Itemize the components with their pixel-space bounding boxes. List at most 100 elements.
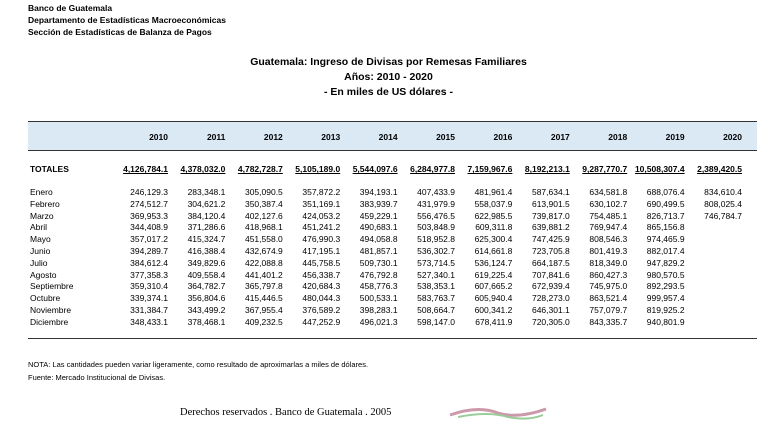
total-value: 9,287,770.7 (582, 164, 628, 174)
cell-value: 350,387.4 (244, 198, 283, 209)
cell-value: 746,784.7 (704, 210, 742, 221)
month-label: Noviembre (30, 305, 72, 315)
cell-value: 409,232.5 (244, 316, 283, 327)
cell-value: 801,419.3 (589, 246, 628, 256)
cell-value: 672,939.4 (531, 281, 570, 292)
cell-value: 407,433.9 (417, 187, 455, 197)
cell-value: 536,124.7 (474, 257, 513, 268)
cell-value: 728,273.0 (531, 293, 570, 304)
cell-value: 456,338.7 (302, 269, 341, 280)
cell-value: 999,957.4 (646, 293, 685, 304)
cell-value: 441,401.2 (244, 269, 283, 280)
cell-value: 367,955.4 (244, 305, 283, 315)
cell-value: 707,841.6 (531, 269, 570, 280)
cell-value: 980,570.5 (646, 269, 685, 280)
total-value: 5,544,097.6 (352, 164, 398, 174)
cell-value: 843,335.7 (589, 316, 628, 327)
cell-value: 614,661.8 (474, 246, 513, 256)
cell-value: 344,408.9 (130, 222, 168, 233)
cell-value: 422,088.8 (244, 257, 283, 268)
month-label: Febrero (30, 198, 60, 209)
cell-value: 357,017.2 (130, 234, 168, 245)
note: NOTA: Las cantidades pueden variar liger… (28, 360, 369, 369)
cell-value: 480,044.3 (302, 293, 341, 304)
cell-value: 476,792.8 (359, 269, 398, 280)
cell-value: 940,801.9 (646, 316, 685, 327)
cell-value: 664,187.5 (531, 257, 570, 268)
cell-value: 619,225.4 (474, 269, 513, 280)
cell-value: 394,193.1 (359, 187, 398, 197)
cell-value: 556,476.5 (417, 210, 455, 221)
cell-value: 834,610.4 (704, 187, 742, 197)
cell-value: 508,664.7 (417, 305, 455, 315)
column-header: 2012 (263, 132, 283, 142)
cell-value: 424,053.2 (302, 210, 341, 221)
cell-value: 481,961.4 (474, 187, 513, 197)
cell-value: 587,634.1 (531, 187, 570, 197)
cell-value: 757,079.7 (589, 305, 628, 315)
cell-value: 600,341.2 (474, 305, 513, 315)
cell-value: 476,990.3 (302, 234, 341, 245)
source: Fuente: Mercado Institucional de Divisas… (28, 373, 166, 382)
cell-value: 754,485.1 (589, 210, 628, 221)
cell-value: 598,147.0 (417, 316, 455, 327)
cell-value: 364,782.7 (187, 281, 226, 292)
total-value: 8,192,213.1 (524, 164, 570, 174)
cell-value: 394,289.7 (130, 246, 168, 256)
cell-value: 826,713.7 (646, 210, 685, 221)
cell-value: 745,975.0 (589, 281, 628, 292)
org-name: Banco de Guatemala (28, 3, 113, 13)
title: Guatemala: Ingreso de Divisas por Remesa… (250, 56, 527, 68)
table-rule (28, 338, 757, 339)
cell-value: 458,776.3 (359, 281, 398, 292)
cell-value: 558,037.9 (474, 198, 513, 209)
cell-value: 369,953.3 (130, 210, 168, 221)
cell-value: 331,384.7 (130, 305, 168, 315)
cell-value: 639,881.2 (531, 222, 570, 233)
cell-value: 583,763.7 (417, 293, 455, 304)
cell-value: 246,129.3 (130, 187, 168, 197)
cell-value: 415,324.7 (187, 234, 226, 245)
cell-value: 304,621.2 (187, 198, 226, 209)
cell-value: 376,589.2 (302, 305, 341, 315)
month-label: Junio (30, 246, 51, 256)
cell-value: 527,340.1 (417, 269, 455, 280)
cell-value: 646,301.1 (531, 305, 570, 315)
cell-value: 378,468.1 (187, 316, 226, 327)
cell-value: 808,546.3 (589, 234, 628, 245)
cell-value: 383,939.7 (359, 198, 398, 209)
cell-value: 490,683.1 (359, 222, 398, 233)
total-value: 2,389,420.5 (697, 164, 742, 174)
cell-value: 420,684.3 (302, 281, 341, 292)
total-value: 4,126,784.1 (123, 164, 168, 174)
cell-value: 947,829.2 (646, 257, 685, 268)
column-header: 2018 (608, 132, 628, 142)
cell-value: 451,558.0 (244, 234, 283, 245)
column-header: 2020 (723, 132, 742, 142)
cell-value: 609,311.8 (475, 222, 513, 233)
cell-value: 622,985.5 (474, 210, 513, 221)
cell-value: 357,872.2 (302, 187, 341, 197)
cell-value: 356,804.6 (187, 293, 226, 304)
org-dept: Departamento de Estadísticas Macroeconóm… (28, 15, 226, 25)
month-label: Septiembre (30, 281, 74, 292)
month-label: Mayo (30, 234, 51, 245)
column-header: 2015 (436, 132, 455, 142)
cell-value: 509,730.1 (359, 257, 398, 268)
month-label: Octubre (30, 293, 61, 304)
cell-value: 634,581.8 (589, 187, 628, 197)
cell-value: 863,521.4 (589, 293, 628, 304)
cell-value: 431,979.9 (417, 198, 455, 209)
cell-value: 613,901.5 (531, 198, 570, 209)
cell-value: 688,076.4 (646, 187, 685, 197)
cell-value: 573,714.5 (417, 257, 455, 268)
month-label: Julio (30, 257, 48, 268)
cell-value: 974,465.9 (646, 234, 685, 245)
total-value: 7,159,967.6 (467, 164, 513, 174)
cell-value: 343,499.2 (187, 305, 226, 315)
subtitle: Años: 2010 - 2020 (344, 71, 433, 83)
cell-value: 892,293.5 (646, 281, 685, 292)
cell-value: 607,665.2 (474, 281, 513, 292)
month-label: Agosto (30, 269, 57, 280)
